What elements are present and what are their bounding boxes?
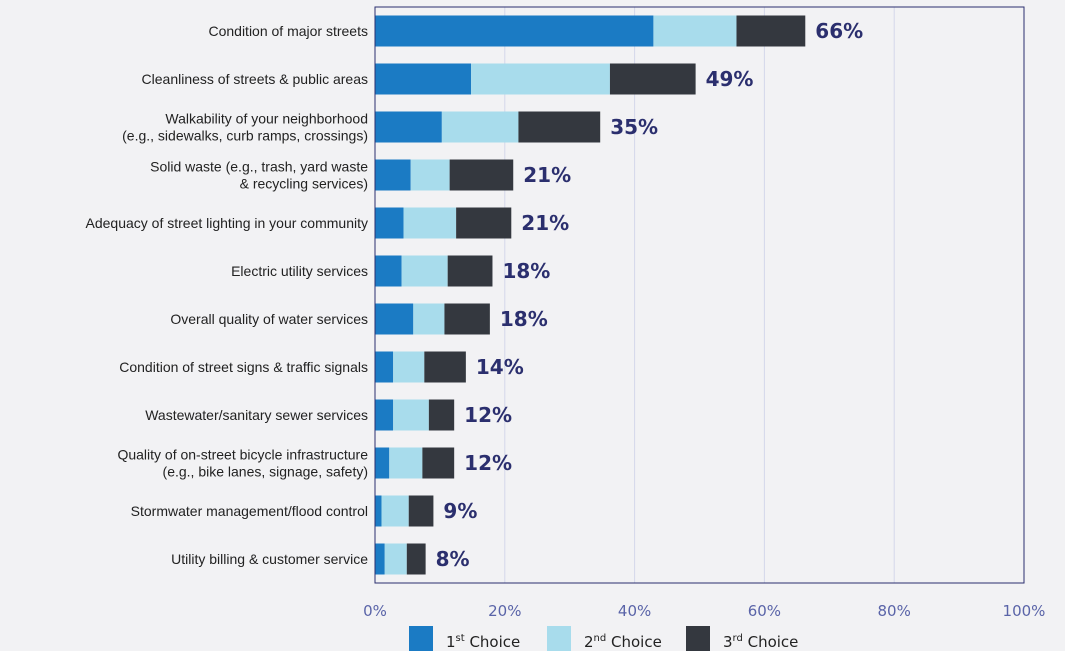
bar-segment <box>393 351 425 383</box>
bar-segment <box>653 15 737 47</box>
x-axis-ticks: 0% 20% 40% 60% 80% 100% <box>363 602 1045 620</box>
category-label: & recycling services) <box>240 176 368 192</box>
legend-swatch <box>547 626 571 651</box>
bar-segment <box>447 255 493 287</box>
bar-segment <box>389 447 423 479</box>
category-label: Overall quality of water services <box>170 311 368 327</box>
x-tick-label: 20% <box>488 602 521 620</box>
total-label: 12% <box>464 403 512 427</box>
total-label: 35% <box>610 115 658 139</box>
total-label: 18% <box>500 307 548 331</box>
category-label: (e.g., sidewalks, curb ramps, crossings) <box>122 128 368 144</box>
bar-segment <box>375 15 654 47</box>
category-label: Wastewater/sanitary sewer services <box>145 407 368 423</box>
category-label: (e.g., bike lanes, signage, safety) <box>163 464 368 480</box>
category-label: Condition of major streets <box>208 23 368 39</box>
total-label: 21% <box>523 163 571 187</box>
bar-segment <box>375 543 385 575</box>
category-label: Adequacy of street lighting in your comm… <box>86 215 368 231</box>
bar-segment <box>518 111 601 143</box>
category-label: Cleanliness of streets & public areas <box>142 71 368 87</box>
bar-segment <box>375 399 394 431</box>
category-label: Utility billing & customer service <box>171 551 368 567</box>
total-label: 49% <box>706 67 754 91</box>
plot-frame <box>374 6 1025 584</box>
gridlines <box>504 7 895 583</box>
bar-segment <box>736 15 806 47</box>
category-label: Quality of on-street bicycle infrastruct… <box>117 447 368 463</box>
total-label: 66% <box>815 19 863 43</box>
bar-segment <box>393 399 429 431</box>
bar-segment <box>403 207 457 239</box>
bar-segment <box>413 303 445 335</box>
total-label: 21% <box>521 211 569 235</box>
total-label: 14% <box>476 355 524 379</box>
legend-swatch <box>409 626 433 651</box>
legend: 1st Choice 2nd Choice 3rd Choice <box>409 626 798 651</box>
x-tick-label: 0% <box>363 602 387 620</box>
total-label: 12% <box>464 451 512 475</box>
bar-segment <box>471 63 610 95</box>
bar-segment <box>408 495 434 527</box>
bar-segment <box>444 303 490 335</box>
bar-segment <box>375 303 414 335</box>
bar-segment <box>428 399 455 431</box>
bars <box>375 15 806 575</box>
bar-segment <box>401 255 448 287</box>
bar-segment <box>375 495 382 527</box>
category-label: Stormwater management/flood control <box>131 503 368 519</box>
category-label: Condition of street signs & traffic sign… <box>119 359 368 375</box>
legend-swatch <box>686 626 710 651</box>
legend-label: 3rd Choice <box>723 633 798 651</box>
total-label: 8% <box>436 547 470 571</box>
total-labels: 66% 49% 35% 21% 21% 18% 18% 14% 12% 12% 9% 8% <box>436 19 864 571</box>
bar-segment <box>375 447 390 479</box>
bar-segment <box>384 543 407 575</box>
bar-segment <box>375 207 404 239</box>
bar-segment <box>422 447 455 479</box>
x-tick-label: 80% <box>878 602 911 620</box>
category-label: Electric utility services <box>231 263 368 279</box>
bar-segment <box>375 255 402 287</box>
total-label: 9% <box>443 499 477 523</box>
bar-segment <box>609 63 696 95</box>
bar-segment <box>456 207 512 239</box>
x-tick-label: 100% <box>1003 602 1046 620</box>
category-label: Solid waste (e.g., trash, yard waste <box>150 159 368 175</box>
bar-segment <box>410 159 450 191</box>
category-labels: Condition of major streets Cleanliness of… <box>86 23 369 567</box>
x-tick-label: 60% <box>748 602 781 620</box>
bar-segment <box>375 351 394 383</box>
legend-label: 1st Choice <box>446 633 520 651</box>
bar-segment <box>441 111 519 143</box>
bar-segment <box>375 63 472 95</box>
category-label: Walkability of your neighborhood <box>165 111 368 127</box>
bar-segment <box>375 159 411 191</box>
bar-segment <box>375 111 442 143</box>
bar-segment <box>424 351 466 383</box>
x-tick-label: 40% <box>618 602 651 620</box>
bar-segment <box>381 495 409 527</box>
bar-segment <box>449 159 514 191</box>
legend-label: 2nd Choice <box>584 633 662 651</box>
total-label: 18% <box>502 259 550 283</box>
bar-segment <box>406 543 426 575</box>
